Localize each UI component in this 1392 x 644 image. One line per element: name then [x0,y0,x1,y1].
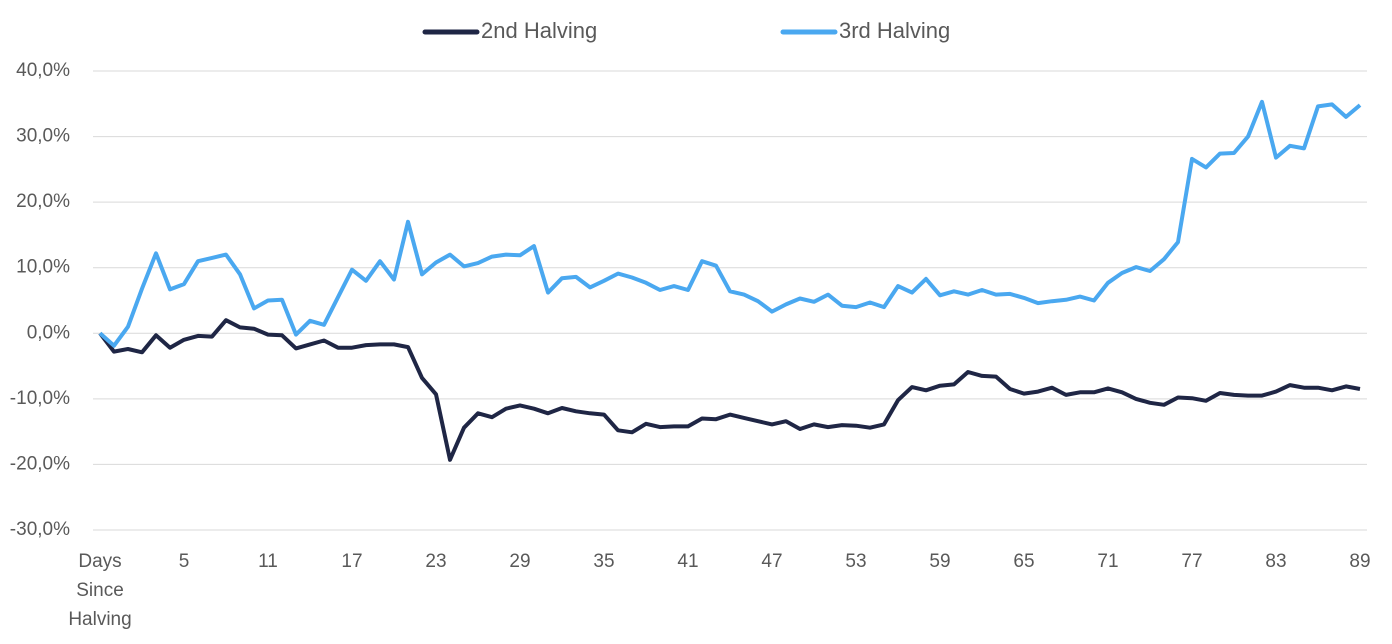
x-tick-label: 53 [845,551,867,572]
x-tick-label: 41 [677,551,699,572]
y-tick-label: 10,0% [16,257,70,278]
x-tick-label: 71 [1097,551,1119,572]
x-tick-label: 29 [509,551,531,572]
x-tick-label: 47 [761,551,783,572]
y-tick-label: 40,0% [16,60,70,81]
x-tick-label: 11 [258,551,278,572]
x-tick-label: 89 [1349,551,1371,572]
series-line [98,99,1362,348]
y-tick-label: 0,0% [27,322,70,343]
x-tick-label: 23 [425,551,447,572]
x-tick-label: 5 [178,551,190,572]
x-tick-label: 59 [929,551,951,572]
x-tick-label: Days Since Halving [68,551,132,630]
y-tick-label: -10,0% [10,388,70,409]
x-tick-label: 17 [341,551,363,572]
series-line [98,318,1361,462]
legend-label: 3rd Halving [839,18,950,43]
x-tick-label: 83 [1265,551,1287,572]
y-tick-label: -30,0% [10,519,70,540]
y-tick-label: 30,0% [16,126,70,147]
legend-label: 2nd Halving [481,18,597,43]
y-tick-label: -20,0% [10,453,70,474]
y-tick-label: 20,0% [16,191,70,212]
x-tick-label: 77 [1181,551,1203,572]
x-tick-label: 35 [593,551,615,572]
x-tick-label: 65 [1013,551,1035,572]
